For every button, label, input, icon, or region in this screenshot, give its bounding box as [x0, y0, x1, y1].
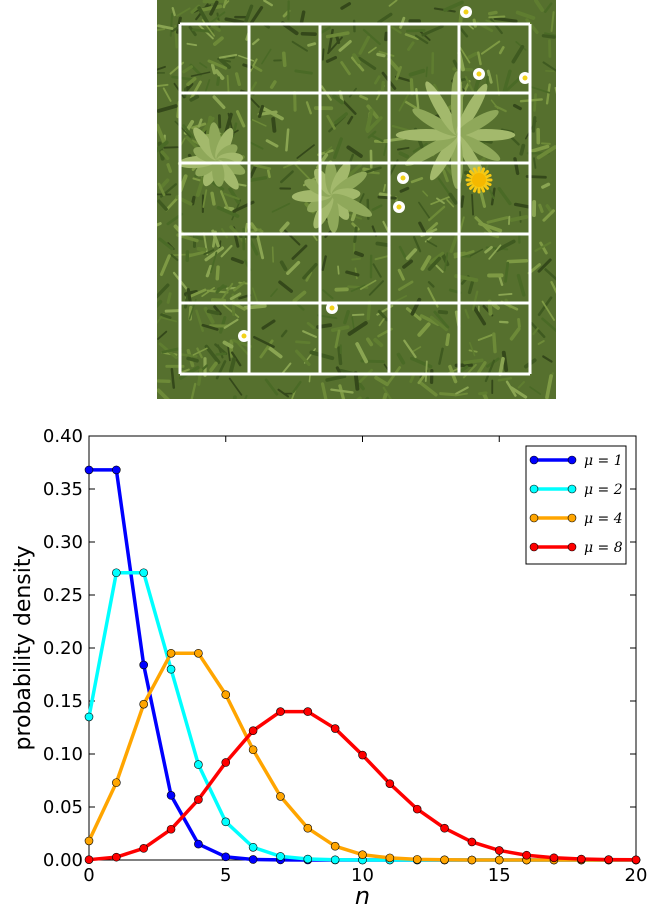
x-tick-label: 0	[83, 865, 94, 886]
data-point	[304, 708, 312, 716]
data-point	[194, 761, 202, 769]
quadrat-photo-image	[157, 0, 556, 399]
data-point	[359, 851, 367, 859]
data-point	[249, 843, 257, 851]
y-tick-label: 0.05	[43, 797, 83, 818]
x-tick-label: 5	[220, 865, 231, 886]
y-tick-label: 0.30	[43, 532, 83, 553]
data-point	[304, 824, 312, 832]
data-point	[85, 837, 93, 845]
data-point	[112, 779, 120, 787]
data-point	[249, 727, 257, 735]
data-point	[222, 818, 230, 826]
data-point	[523, 851, 531, 859]
data-point	[276, 852, 284, 860]
y-tick-label: 0.25	[43, 585, 83, 606]
daisy-flower	[460, 6, 472, 18]
daisy-flower	[238, 330, 250, 342]
daisy-flower	[519, 72, 531, 84]
x-tick-label: 15	[488, 865, 511, 886]
legend-label: μ = 8	[584, 540, 623, 556]
data-point	[112, 853, 120, 861]
y-axis-label: probability density	[11, 545, 36, 750]
data-point	[140, 569, 148, 577]
quadrat-photo	[157, 0, 556, 399]
data-point	[550, 854, 558, 862]
data-point	[386, 780, 394, 788]
data-point	[331, 725, 339, 733]
y-tick-label: 0.00	[43, 850, 83, 871]
legend-label: μ = 4	[584, 511, 623, 527]
data-point	[331, 842, 339, 850]
data-point	[222, 758, 230, 766]
data-point	[495, 856, 503, 864]
data-point	[632, 856, 640, 864]
data-point	[386, 854, 394, 862]
data-point	[413, 855, 421, 863]
data-point	[167, 649, 175, 657]
data-point	[112, 466, 120, 474]
data-point	[167, 791, 175, 799]
data-point	[495, 846, 503, 854]
data-point	[222, 853, 230, 861]
data-point	[194, 649, 202, 657]
data-point	[194, 796, 202, 804]
daisy-flower	[393, 201, 405, 213]
y-tick-label: 0.10	[43, 744, 83, 765]
data-point	[276, 792, 284, 800]
data-point	[605, 856, 613, 864]
data-point	[85, 466, 93, 474]
daisy-flower	[473, 68, 485, 80]
x-tick-label: 20	[625, 865, 648, 886]
data-point	[222, 691, 230, 699]
daisy-flower	[397, 172, 409, 184]
legend-label: μ = 2	[584, 482, 623, 498]
data-point	[140, 700, 148, 708]
data-point	[468, 838, 476, 846]
x-axis-label: n	[355, 882, 370, 910]
data-point	[167, 665, 175, 673]
y-tick-label: 0.40	[43, 426, 83, 447]
legend-label: μ = 1	[584, 453, 623, 469]
data-point	[85, 713, 93, 721]
data-point	[331, 856, 339, 864]
data-point	[85, 856, 93, 864]
data-point	[413, 805, 421, 813]
data-point	[249, 746, 257, 754]
y-tick-label: 0.35	[43, 479, 83, 500]
legend: μ = 1 μ = 2 μ = 4 μ = 8	[526, 446, 626, 564]
data-point	[140, 661, 148, 669]
data-point	[194, 840, 202, 848]
data-point	[468, 856, 476, 864]
data-point	[276, 708, 284, 716]
y-tick-label: 0.20	[43, 638, 83, 659]
data-point	[577, 855, 585, 863]
data-point	[112, 569, 120, 577]
data-point	[249, 855, 257, 863]
data-point	[140, 844, 148, 852]
data-point	[167, 825, 175, 833]
dandelion-flower	[467, 168, 491, 192]
y-tick-label: 0.15	[43, 691, 83, 712]
data-point	[441, 824, 449, 832]
data-point	[441, 856, 449, 864]
data-point	[304, 855, 312, 863]
data-point	[359, 751, 367, 759]
daisy-flower	[326, 302, 338, 314]
